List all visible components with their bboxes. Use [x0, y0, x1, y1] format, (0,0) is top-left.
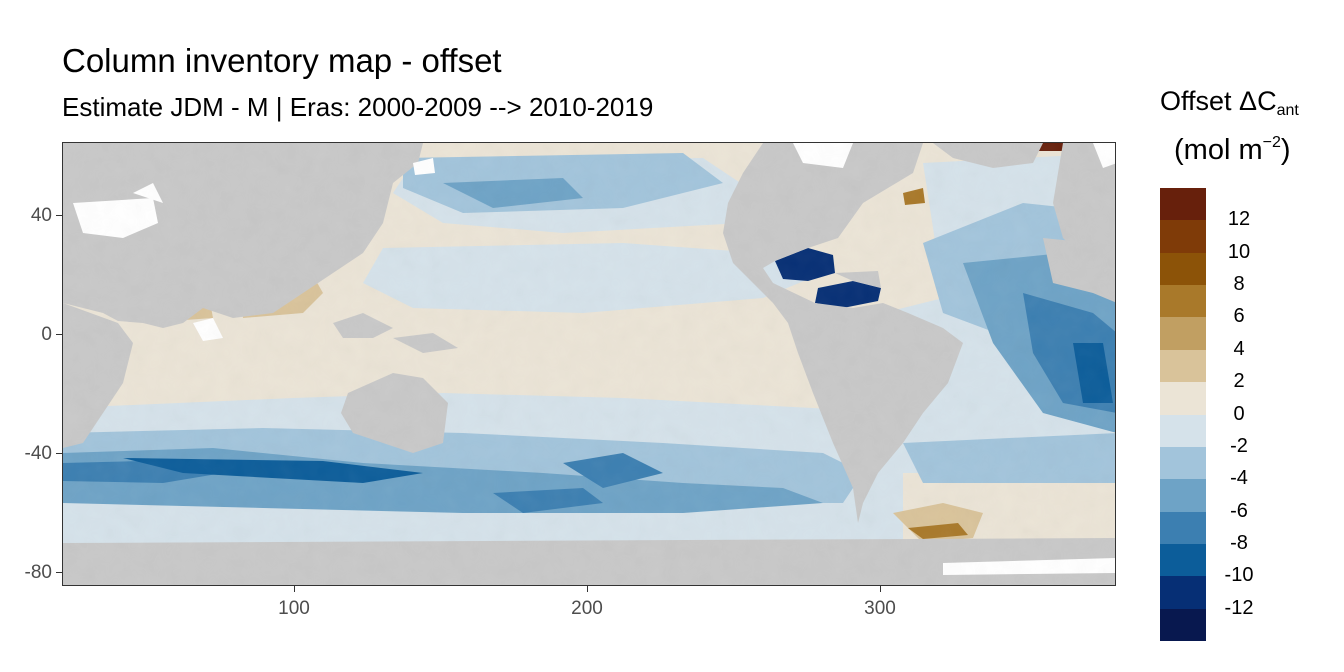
legend-break-label: 10	[1227, 240, 1251, 263]
legend-swatch	[1160, 608, 1206, 642]
legend-break-label: 2	[1233, 370, 1245, 393]
legend-unit-suffix: )	[1280, 134, 1291, 166]
legend-swatch	[1160, 479, 1206, 512]
y-tick-label-neg40: -40	[24, 443, 52, 464]
legend-break-label: -2	[1230, 434, 1248, 457]
legend-swatch	[1160, 349, 1206, 383]
y-tick-label-40: 40	[30, 205, 52, 226]
legend-break-label: -4	[1230, 467, 1248, 490]
y-tick-neg80	[56, 572, 62, 573]
legend-swatch	[1160, 382, 1206, 415]
legend-break-label: 0	[1233, 402, 1245, 425]
x-tick-200	[587, 586, 588, 592]
legend-break-label: 12	[1227, 208, 1251, 231]
x-tick-100	[294, 586, 295, 592]
legend-swatch	[1160, 576, 1206, 609]
x-tick-label-200: 200	[571, 598, 603, 619]
legend-swatch	[1160, 285, 1206, 318]
legend-break-label: 6	[1233, 305, 1245, 328]
map-subtitle: Estimate JDM - M | Eras: 2000-2009 --> 2…	[62, 92, 654, 122]
legend-swatch	[1160, 317, 1206, 350]
ocean-map	[63, 143, 1115, 585]
legend-break-label: 8	[1233, 273, 1245, 296]
x-tick-label-300: 300	[864, 598, 896, 619]
y-tick-0	[56, 334, 62, 335]
legend-swatch	[1160, 543, 1206, 577]
y-tick-label-0: 0	[41, 324, 52, 345]
legend-colorbar	[1160, 188, 1206, 642]
y-tick-40	[56, 215, 62, 216]
legend-title-subscript: ant	[1276, 102, 1299, 119]
x-tick-300	[880, 586, 881, 592]
legend-swatch	[1160, 252, 1206, 286]
legend-break-label: -8	[1230, 531, 1248, 554]
legend-break-label: 4	[1233, 337, 1245, 360]
legend-swatch	[1160, 188, 1206, 221]
x-tick-label-100: 100	[278, 598, 310, 619]
legend-swatch	[1160, 220, 1206, 253]
map-panel	[62, 142, 1116, 586]
legend-swatch	[1160, 414, 1206, 447]
y-tick-label-neg80: -80	[24, 562, 52, 583]
legend-unit-prefix: (mol m	[1174, 134, 1263, 166]
map-title: Column inventory map - offset	[62, 42, 502, 79]
legend-unit: (mol m−2)	[1174, 134, 1291, 167]
legend-swatch	[1160, 446, 1206, 480]
legend-break-label: -12	[1224, 596, 1254, 619]
legend-break-label: -6	[1230, 499, 1248, 522]
y-tick-neg40	[56, 453, 62, 454]
legend-title: Offset ΔCant	[1160, 86, 1299, 120]
legend-break-label: -10	[1224, 564, 1254, 587]
legend-unit-exponent: −2	[1262, 134, 1281, 151]
pixel-texture	[63, 143, 1115, 585]
legend-title-main: Offset ΔC	[1160, 86, 1277, 116]
legend-swatch	[1160, 511, 1206, 544]
